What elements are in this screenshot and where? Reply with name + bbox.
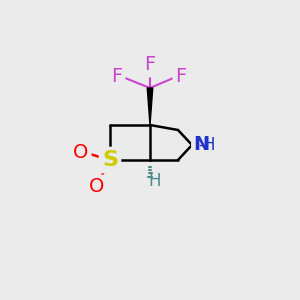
Text: F: F bbox=[111, 67, 123, 85]
Text: O: O bbox=[89, 178, 105, 196]
Text: –: – bbox=[198, 136, 206, 154]
Text: H: H bbox=[203, 136, 215, 154]
Text: S: S bbox=[102, 150, 118, 170]
Text: O: O bbox=[73, 142, 89, 161]
Text: F: F bbox=[144, 56, 156, 74]
Text: F: F bbox=[176, 67, 187, 85]
Text: H: H bbox=[149, 172, 161, 190]
Polygon shape bbox=[147, 88, 153, 125]
Text: N: N bbox=[193, 136, 209, 154]
